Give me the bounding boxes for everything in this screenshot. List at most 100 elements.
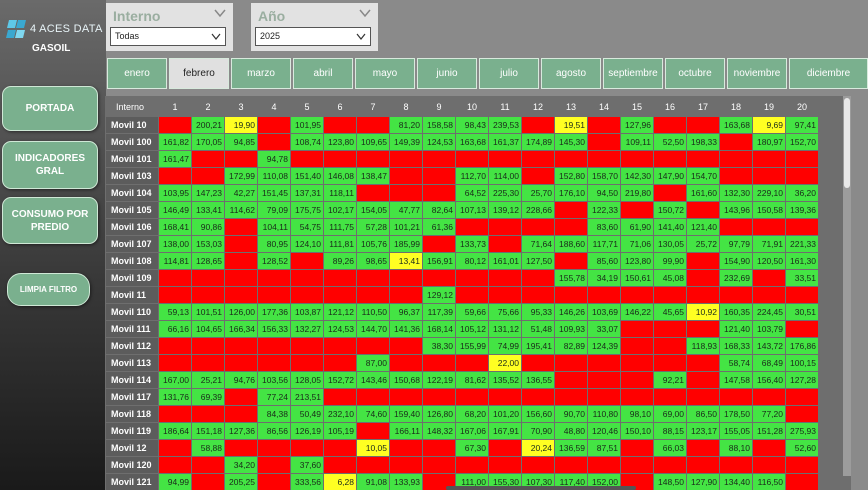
- table-cell: 150,61: [621, 270, 653, 286]
- table-cell: 275,93: [786, 423, 818, 439]
- row-header[interactable]: Movil 108: [106, 253, 158, 269]
- table-cell: 61,90: [621, 219, 653, 235]
- table-cell: [753, 219, 785, 235]
- table-cell: [192, 355, 224, 371]
- row-header[interactable]: Movil 100: [106, 134, 158, 150]
- day-column-header[interactable]: 12: [522, 97, 554, 116]
- table-cell: 127,50: [522, 253, 554, 269]
- table-cell: [324, 355, 356, 371]
- day-column-header[interactable]: 2: [192, 97, 224, 116]
- day-column-header[interactable]: 9: [423, 97, 455, 116]
- table-cell: 122,19: [423, 372, 455, 388]
- row-header[interactable]: Movil 11: [106, 287, 158, 303]
- row-header[interactable]: Movil 104: [106, 185, 158, 201]
- day-column-header[interactable]: 4: [258, 97, 290, 116]
- consumo-por-predio-button[interactable]: CONSUMO POR PREDIO: [2, 197, 98, 244]
- table-cell: 188,60: [555, 236, 587, 252]
- row-header[interactable]: Movil 110: [106, 304, 158, 320]
- anio-dropdown[interactable]: 2025: [255, 27, 371, 46]
- table-cell: [324, 287, 356, 303]
- row-header[interactable]: Movil 121: [106, 474, 158, 490]
- row-header[interactable]: Movil 12: [106, 440, 158, 456]
- limpia-filtro-button[interactable]: LIMPIA FILTRO: [7, 273, 90, 306]
- row-header[interactable]: Movil 119: [106, 423, 158, 439]
- chevron-down-icon[interactable]: [359, 8, 371, 18]
- day-column-header[interactable]: 19: [753, 97, 785, 116]
- interno-column-header[interactable]: Interno: [106, 97, 158, 116]
- day-column-header[interactable]: 17: [687, 97, 719, 116]
- day-column-header[interactable]: 16: [654, 97, 686, 116]
- interno-dropdown[interactable]: Todas: [110, 27, 226, 46]
- table-cell: 146,22: [621, 304, 653, 320]
- row-header[interactable]: Movil 106: [106, 219, 158, 235]
- table-cell: [489, 287, 521, 303]
- scrollbar-thumb[interactable]: [844, 98, 850, 188]
- chevron-down-icon[interactable]: [214, 8, 226, 18]
- table-cell: 167,06: [456, 423, 488, 439]
- row-header[interactable]: Movil 114: [106, 372, 158, 388]
- day-column-header[interactable]: 20: [786, 97, 818, 116]
- row-header[interactable]: Movil 120: [106, 457, 158, 473]
- table-cell: 108,74: [291, 134, 323, 150]
- month-button-febrero[interactable]: febrero: [169, 58, 229, 89]
- day-column-header[interactable]: 8: [390, 97, 422, 116]
- day-column-header[interactable]: 15: [621, 97, 653, 116]
- month-button-mayo[interactable]: mayo: [355, 58, 415, 89]
- table-cell: 99,90: [654, 253, 686, 269]
- table-cell: [390, 355, 422, 371]
- table-row: Movil 118 84,38 50,49 232,10 74,60 159,40 126,…: [106, 406, 818, 422]
- table-cell: 97,41: [786, 117, 818, 133]
- table-cell: [225, 151, 257, 167]
- row-header[interactable]: Movil 109: [106, 270, 158, 286]
- row-header[interactable]: Movil 111: [106, 321, 158, 337]
- table-cell: [522, 151, 554, 167]
- month-button-julio[interactable]: julio: [479, 58, 539, 89]
- table-cell: [258, 440, 290, 456]
- indicadores-gral-button[interactable]: INDICADORES GRAL: [2, 141, 98, 189]
- day-column-header[interactable]: 1: [159, 97, 191, 116]
- table-row: Movil 110 59,13 101,51 126,00 177,36 103,87 12…: [106, 304, 818, 320]
- day-column-header[interactable]: 7: [357, 97, 389, 116]
- table-cell: [258, 457, 290, 473]
- day-column-header[interactable]: 3: [225, 97, 257, 116]
- month-button-enero[interactable]: enero: [107, 58, 167, 89]
- table-cell: [225, 338, 257, 354]
- month-button-agosto[interactable]: agosto: [541, 58, 601, 89]
- row-header[interactable]: Movil 113: [106, 355, 158, 371]
- table-cell: [159, 440, 191, 456]
- row-header[interactable]: Movil 101: [106, 151, 158, 167]
- month-button-abril[interactable]: abril: [293, 58, 353, 89]
- day-column-header[interactable]: 18: [720, 97, 752, 116]
- month-button-diciembre[interactable]: diciembre: [789, 58, 868, 89]
- table-cell: 123,17: [687, 423, 719, 439]
- table-cell: 85,60: [588, 253, 620, 269]
- table-cell: [192, 270, 224, 286]
- month-button-marzo[interactable]: marzo: [231, 58, 291, 89]
- table-cell: 92,21: [654, 372, 686, 388]
- table-cell: [687, 117, 719, 133]
- table-cell: 79,09: [258, 202, 290, 218]
- day-column-header[interactable]: 6: [324, 97, 356, 116]
- month-button-noviembre[interactable]: noviembre: [727, 58, 787, 89]
- row-header[interactable]: Movil 105: [106, 202, 158, 218]
- month-button-junio[interactable]: junio: [417, 58, 477, 89]
- month-button-octubre[interactable]: octubre: [665, 58, 725, 89]
- day-column-header[interactable]: 13: [555, 97, 587, 116]
- row-header[interactable]: Movil 107: [106, 236, 158, 252]
- day-column-header[interactable]: 14: [588, 97, 620, 116]
- row-header[interactable]: Movil 117: [106, 389, 158, 405]
- table-cell: [456, 457, 488, 473]
- horizontal-scrollbar[interactable]: [446, 486, 636, 490]
- month-button-septiembre[interactable]: septiembre: [603, 58, 663, 89]
- portada-button[interactable]: PORTADA: [2, 86, 98, 131]
- row-header[interactable]: Movil 112: [106, 338, 158, 354]
- row-header[interactable]: Movil 103: [106, 168, 158, 184]
- vertical-scrollbar[interactable]: [843, 96, 851, 476]
- table-cell: 166,34: [225, 321, 257, 337]
- day-column-header[interactable]: 10: [456, 97, 488, 116]
- day-column-header[interactable]: 11: [489, 97, 521, 116]
- table-cell: [687, 151, 719, 167]
- day-column-header[interactable]: 5: [291, 97, 323, 116]
- row-header[interactable]: Movil 10: [106, 117, 158, 133]
- row-header[interactable]: Movil 118: [106, 406, 158, 422]
